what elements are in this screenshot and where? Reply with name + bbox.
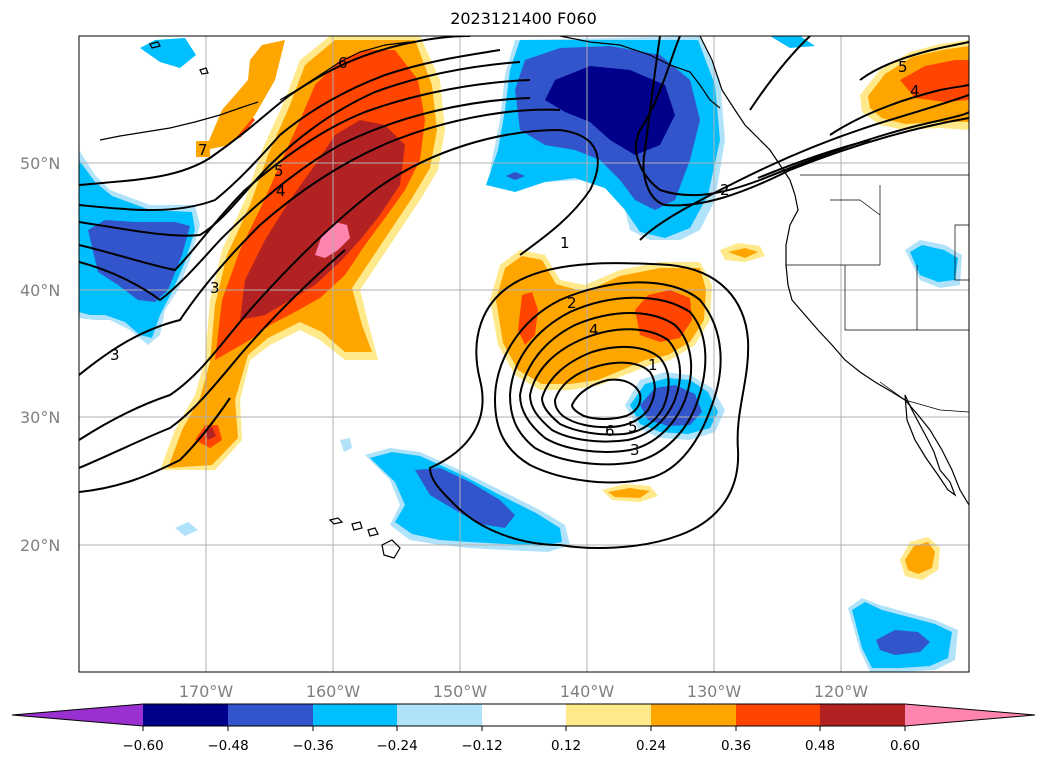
colorbar-bin xyxy=(397,704,482,726)
lon-label: 150°W xyxy=(433,682,488,701)
contour-label: 4 xyxy=(276,182,286,200)
colorbar-tick: −0.48 xyxy=(207,738,248,754)
contour-label: 3 xyxy=(210,279,220,297)
contour-label: 3 xyxy=(630,441,640,459)
political-borders xyxy=(786,174,969,413)
colorbar-extend-low xyxy=(12,704,143,726)
colorbar-tick: 0.60 xyxy=(890,738,920,754)
lat-label: 50°N xyxy=(20,154,60,173)
contour-label: 4 xyxy=(910,82,920,100)
map-frame xyxy=(78,35,970,673)
colorbar-tick: −0.12 xyxy=(461,738,502,754)
colorbar-bin xyxy=(651,704,736,726)
contour-label: 6 xyxy=(605,422,615,440)
colorbar-tick: −0.60 xyxy=(122,738,163,754)
colorbar-tick: 0.36 xyxy=(721,738,751,754)
lat-label: 30°N xyxy=(20,408,60,427)
colorbar-bin xyxy=(313,704,397,726)
colorbar-bin xyxy=(482,704,566,726)
contour-label: 2 xyxy=(720,181,730,199)
lat-label: 20°N xyxy=(20,536,60,555)
contour-label: 1 xyxy=(648,356,658,374)
longitude-labels: 170°W 160°W 150°W 140°W 130°W 120°W xyxy=(179,682,869,701)
map-title: 2023121400 F060 xyxy=(450,9,597,28)
colorbar-bin xyxy=(820,704,905,726)
contour-label: 1 xyxy=(560,234,570,252)
contour-label: 6 xyxy=(338,54,348,72)
lon-label: 170°W xyxy=(179,682,234,701)
colorbar-bin xyxy=(228,704,313,726)
lon-label: 140°W xyxy=(560,682,615,701)
colorbar-tick: −0.36 xyxy=(292,738,333,754)
latitude-labels: 50°N 40°N 30°N 20°N xyxy=(20,154,60,555)
lon-label: 130°W xyxy=(687,682,742,701)
colorbar-tick: −0.24 xyxy=(376,738,417,754)
colorbar-bin xyxy=(566,704,651,726)
contour-label: 5 xyxy=(628,418,638,436)
contour-labels: 7 5 4 3 3 6 2 1 2 4 1 6 5 3 2 5 4 xyxy=(110,54,920,459)
colorbar-tick: 0.48 xyxy=(805,738,835,754)
contour-label: 7 xyxy=(198,141,208,159)
height-contours xyxy=(79,36,969,549)
contour-label: 4 xyxy=(589,321,599,339)
lon-label: 120°W xyxy=(814,682,869,701)
colorbar-tick: 0.24 xyxy=(636,738,666,754)
colorbar: −0.60 −0.48 −0.36 −0.24 −0.12 0.12 0.24 … xyxy=(11,703,1036,754)
colorbar-tick: 0.12 xyxy=(551,738,581,754)
contour-label: 5 xyxy=(274,162,284,180)
graticule xyxy=(79,36,969,672)
lat-label: 40°N xyxy=(20,281,60,300)
contour-label: 2 xyxy=(567,294,577,312)
lon-label: 160°W xyxy=(306,682,361,701)
colorbar-extend-high xyxy=(905,704,1035,726)
colorbar-bin xyxy=(143,704,228,726)
contour-label: 3 xyxy=(110,346,120,364)
colorbar-bin xyxy=(736,704,820,726)
contour-label: 5 xyxy=(898,58,908,76)
